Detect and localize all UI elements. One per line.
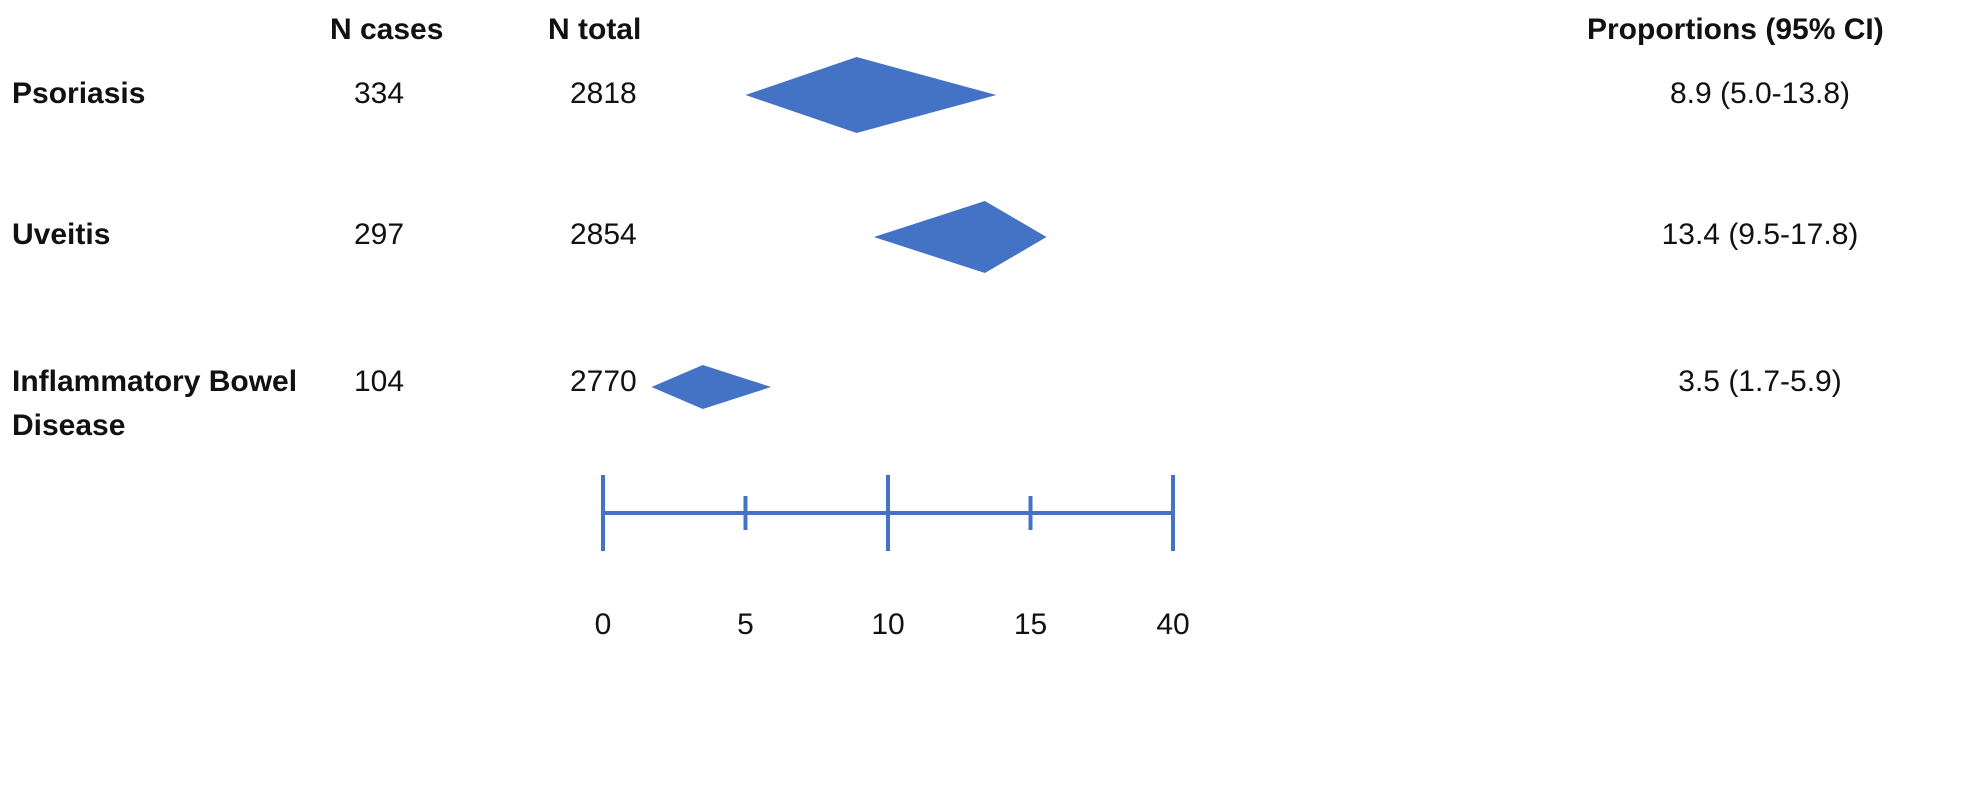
- x-tick-label: 5: [737, 608, 754, 641]
- table-row-inflammatory-bowel-disease: Inflammatory Bowel Disease 104 2770 3.5 …: [0, 360, 1983, 480]
- row-n-total: 2770: [570, 365, 637, 398]
- row-label: Uveitis: [12, 218, 111, 251]
- table-row-uveitis: Uveitis 297 2854 13.4 (9.5-17.8): [0, 213, 1983, 333]
- row-label: Psoriasis: [12, 77, 146, 110]
- x-tick-label: 0: [595, 608, 612, 641]
- header-proportions: Proportions (95% CI): [1587, 13, 1884, 46]
- estimate-diamond: [745, 57, 997, 133]
- row-proportion: 13.4 (9.5-17.8): [1661, 218, 1859, 251]
- x-tick-label: 40: [1156, 608, 1189, 641]
- table-row-psoriasis: Psoriasis 334 2818 8.9 (5.0-13.8): [0, 72, 1983, 192]
- row-n-total: 2854: [570, 218, 637, 251]
- row-n-total: 2818: [570, 77, 637, 110]
- row-label: Inflammatory Bowel Disease: [12, 365, 298, 442]
- estimate-diamond: [873, 201, 1047, 273]
- estimate-diamond: [651, 365, 772, 409]
- row-proportion: 8.9 (5.0-13.8): [1669, 77, 1851, 110]
- x-tick-label: 15: [1014, 608, 1047, 641]
- row-n-cases: 334: [354, 77, 405, 110]
- header-n-cases: N cases: [330, 13, 444, 46]
- header-n-total: N total: [548, 13, 642, 46]
- row-n-cases: 104: [354, 365, 405, 398]
- x-tick-label: 10: [871, 608, 904, 641]
- row-proportion: 3.5 (1.7-5.9): [1678, 365, 1842, 398]
- row-n-cases: 297: [354, 218, 405, 251]
